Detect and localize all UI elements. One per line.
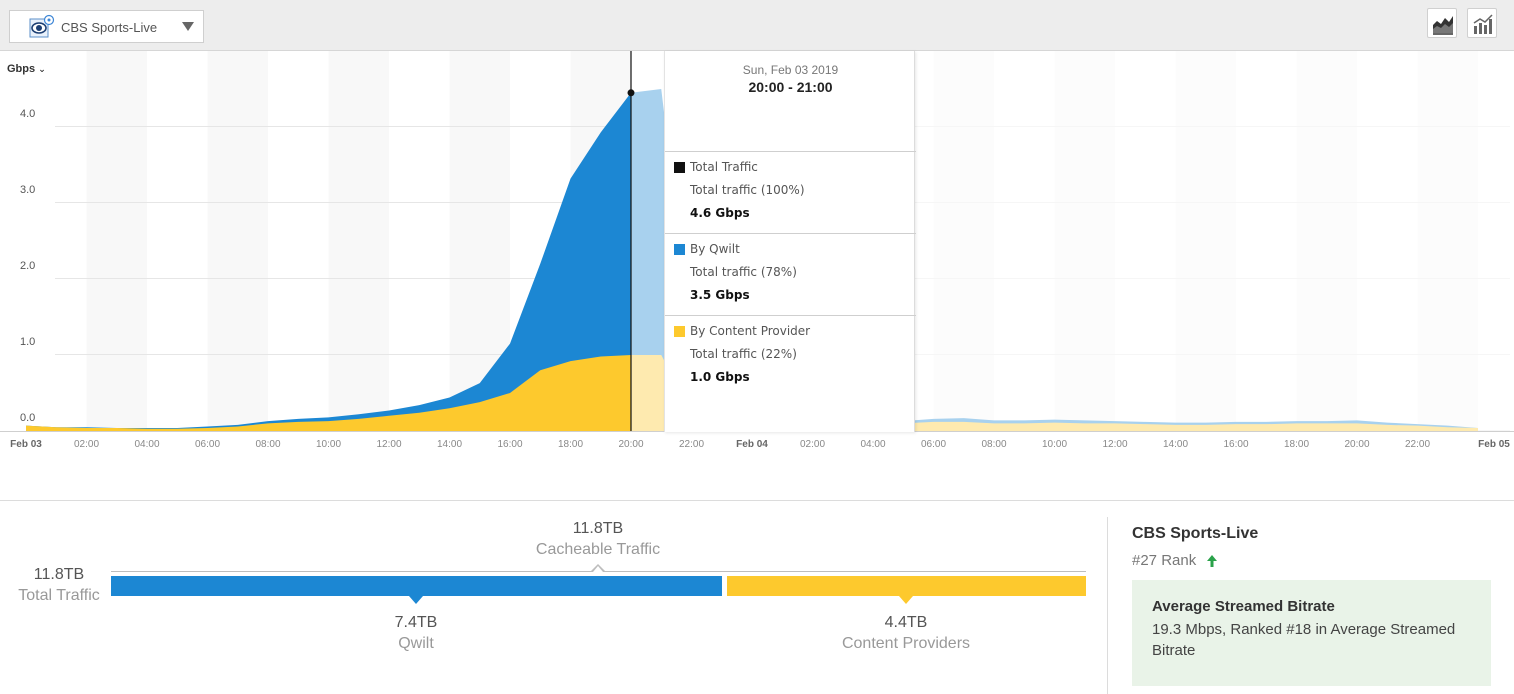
x-tick-label: 04:00 [134, 439, 159, 450]
property-selector[interactable]: CBS Sports-Live [9, 10, 204, 43]
total-traffic-value: 11.8TB [33, 566, 85, 583]
chevron-down-icon[interactable] [182, 22, 194, 31]
bitrate-card: Average Streamed Bitrate 19.3 Mbps, Rank… [1132, 580, 1491, 686]
x-tick-label: 22:00 [679, 439, 704, 450]
qwilt-share-bar[interactable] [111, 576, 722, 596]
tooltip-entry-value: 1.0 Gbps [690, 370, 750, 384]
y-tick-label: 4.0 [20, 108, 35, 120]
tooltip-entry-sub: Total traffic (78%) [690, 265, 797, 279]
x-tick-label: Feb 05 [1478, 439, 1510, 450]
tooltip-entry-value: 3.5 Gbps [690, 288, 750, 302]
y-tick-label: 3.0 [20, 184, 35, 196]
x-tick-label: 08:00 [981, 439, 1006, 450]
legend-swatch [674, 162, 685, 173]
bitrate-card-title: Average Streamed Bitrate [1152, 598, 1335, 615]
crosshair-point [627, 89, 635, 97]
x-tick-label: 12:00 [376, 439, 401, 450]
y-unit-selector[interactable]: Gbps ⌄ [7, 63, 46, 75]
chart-tooltip: Sun, Feb 03 2019 20:00 - 21:00 Total Tra… [664, 51, 916, 432]
tooltip-entry-value: 4.6 Gbps [690, 206, 750, 220]
y-tick-label: 1.0 [20, 336, 35, 348]
x-tick-label: 02:00 [74, 439, 99, 450]
x-tick-label: 10:00 [316, 439, 341, 450]
x-tick-label: 16:00 [1223, 439, 1248, 450]
x-tick-label: 06:00 [195, 439, 220, 450]
chevron-down-icon: ⌄ [38, 64, 46, 74]
grid-band [207, 51, 268, 431]
x-tick-label: Feb 03 [10, 439, 42, 450]
rank-text: #27 Rank [1132, 552, 1197, 569]
grid-band [86, 51, 147, 431]
x-tick-label: 04:00 [860, 439, 885, 450]
y-tick-label: 0.0 [20, 412, 35, 424]
qwilt-value: 7.4TB [394, 614, 438, 631]
cacheable-traffic-value: 11.8TB [572, 520, 624, 537]
bar-chart-view-button[interactable] [1467, 8, 1497, 38]
x-tick-label: 20:00 [1344, 439, 1369, 450]
top-toolbar: CBS Sports-Live [0, 0, 1514, 51]
y-tick-label: 2.0 [20, 260, 35, 272]
tooltip-entry-sub: Total traffic (22%) [690, 347, 797, 361]
legend-swatch [674, 244, 685, 255]
tooltip-entry-label: By Qwilt [690, 242, 740, 256]
x-tick-label: 18:00 [558, 439, 583, 450]
x-tick-label: 16:00 [497, 439, 522, 450]
y-unit-label: Gbps [7, 63, 36, 75]
tooltip-by-qwilt: By Qwilt Total traffic (78%) 3.5 Gbps [665, 233, 916, 315]
tooltip-entry-label: By Content Provider [690, 324, 811, 338]
content-providers-value: 4.4TB [884, 614, 928, 631]
x-tick-label: Feb 04 [736, 439, 768, 450]
area-chart-icon [1433, 16, 1453, 35]
tooltip-time-range: 20:00 - 21:00 [748, 79, 833, 95]
grid-band [328, 51, 389, 431]
tooltip-date: Sun, Feb 03 2019 [742, 63, 839, 77]
arrow-up-icon [1207, 555, 1217, 567]
x-tick-label: 18:00 [1284, 439, 1309, 450]
total-traffic-label: Total Traffic [18, 587, 100, 604]
cacheable-notch-inner [593, 566, 603, 572]
x-tick-label: 14:00 [437, 439, 462, 450]
x-tick-label: 14:00 [1163, 439, 1188, 450]
x-tick-label: 06:00 [921, 439, 946, 450]
selected-property-name: CBS Sports-Live [61, 20, 158, 35]
content-provider-share-bar[interactable] [727, 576, 1086, 596]
area-chart-view-button[interactable] [1427, 8, 1457, 38]
content-providers-label: Content Providers [841, 635, 971, 652]
qwilt-label: Qwilt [398, 635, 434, 652]
tooltip-entry-sub: Total traffic (100%) [690, 183, 805, 197]
bitrate-card-text: 19.3 Mbps, Ranked #18 in Average Streame… [1152, 621, 1456, 659]
side-panel-divider [1107, 517, 1108, 694]
qwilt-bar-pointer [409, 596, 423, 604]
x-tick-label: 08:00 [255, 439, 280, 450]
cp-bar-pointer [899, 596, 913, 604]
x-tick-label: 12:00 [1102, 439, 1127, 450]
x-tick-label: 20:00 [618, 439, 643, 450]
cbs-eye-logo-icon [29, 14, 55, 38]
tooltip-entry-label: Total Traffic [690, 160, 758, 174]
cacheable-traffic-label: Cacheable Traffic [535, 541, 661, 558]
legend-swatch [674, 326, 685, 337]
section-divider [0, 500, 1514, 501]
tooltip-total-traffic: Total Traffic Total traffic (100%) 4.6 G… [665, 151, 916, 233]
x-tick-label: 10:00 [1042, 439, 1067, 450]
tooltip-by-content-provider: By Content Provider Total traffic (22%) … [665, 315, 916, 397]
x-tick-label: 02:00 [800, 439, 825, 450]
side-panel-title: CBS Sports-Live [1132, 525, 1259, 542]
bar-chart-icon [1473, 14, 1493, 34]
x-tick-label: 22:00 [1405, 439, 1430, 450]
